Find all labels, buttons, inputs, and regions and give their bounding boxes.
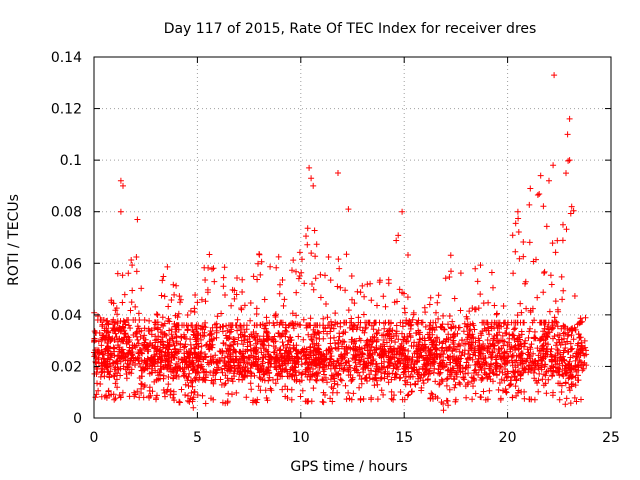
x-tick-label: 25 — [602, 430, 620, 446]
y-tick-label: 0 — [73, 411, 82, 427]
data-points — [91, 72, 590, 414]
x-tick-label: 10 — [292, 430, 310, 446]
y-tick-labels: 0 0.02 0.04 0.06 0.08 0.1 0.12 0.14 — [51, 50, 82, 427]
y-tick-label: 0.1 — [60, 153, 82, 169]
x-tick-label: 15 — [395, 430, 413, 446]
y-tick-label: 0.02 — [51, 359, 82, 375]
scatter-points-plus-markers — [91, 72, 590, 414]
y-tick-label: 0.08 — [51, 205, 82, 221]
x-tick-label: 20 — [499, 430, 517, 446]
x-tick-label: 0 — [90, 430, 99, 446]
chart-title: Day 117 of 2015, Rate Of TEC Index for r… — [164, 21, 537, 37]
x-tick-label: 5 — [193, 430, 202, 446]
axis-ticks — [93, 56, 612, 419]
y-tick-label: 0.04 — [51, 308, 82, 324]
y-tick-label: 0.12 — [51, 102, 82, 118]
y-tick-label: 0.14 — [51, 50, 82, 66]
y-axis-label: ROTI / TECUs — [6, 194, 22, 286]
x-tick-labels: 0 5 10 15 20 25 — [90, 430, 620, 446]
y-tick-label: 0.06 — [51, 256, 82, 272]
x-axis-label: GPS time / hours — [290, 459, 407, 475]
plot-frame — [93, 56, 612, 419]
